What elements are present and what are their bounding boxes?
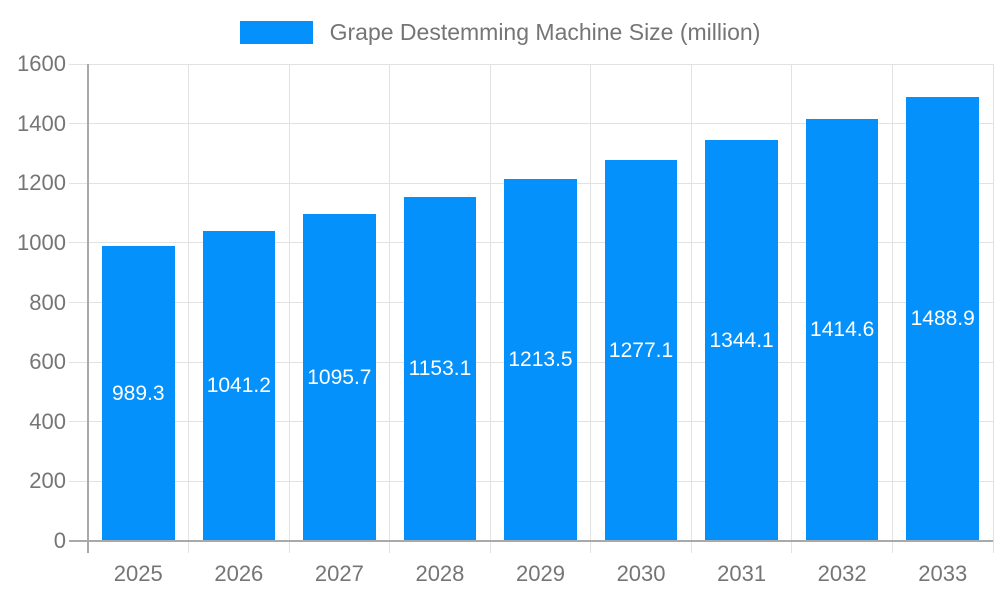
bar-value-label: 1041.2 [206,373,271,397]
bar-value-label: 1277.1 [608,338,674,362]
y-gridline [69,123,993,125]
x-tick-label: 2031 [717,561,767,586]
y-tick-label: 1400 [17,110,66,136]
x-gridline [791,64,793,553]
bar [906,97,979,541]
bar [604,160,678,541]
bar-value-label: 1344.1 [709,328,774,352]
y-tick-label: 1200 [17,170,66,196]
x-gridline [590,64,592,553]
x-gridline [690,64,692,553]
x-tick-label: 2025 [113,561,163,586]
bar [705,140,778,541]
bar-value-label: 989.3 [111,381,165,405]
x-gridline [188,64,190,553]
x-gridline [891,64,893,553]
bar-value-label: 1488.9 [910,307,975,331]
legend: Grape Destemming Machine Size (million) [0,14,1000,50]
x-tick-label: 2033 [918,561,968,586]
bar-value-label: 1095.7 [307,365,372,389]
y-tick-label: 0 [53,528,66,553]
y-tick-label: 400 [29,408,66,434]
x-gridline [489,64,491,553]
bar [102,246,175,541]
y-tick-label: 200 [29,468,66,494]
x-axis-line [69,540,993,542]
bar [805,119,879,541]
x-gridline [389,64,391,553]
bar [504,179,577,541]
y-tick-label: 1600 [17,51,66,76]
bar-value-label: 1153.1 [408,357,472,381]
y-axis-line [87,64,89,553]
x-tick-label: 2032 [817,561,867,586]
x-tick-label: 2027 [314,561,364,586]
legend-label: Grape Destemming Machine Size (million) [329,18,761,45]
x-tick-label: 2026 [214,561,264,586]
y-tick-label: 1000 [17,229,66,255]
y-gridline [69,63,993,65]
bar-value-label: 1414.6 [810,318,875,342]
legend-swatch-icon [239,20,313,44]
x-tick-label: 2029 [516,561,565,586]
x-gridline [992,64,994,553]
bar [303,214,376,541]
y-tick-label: 600 [29,349,66,375]
bar [202,230,276,541]
legend-item[interactable]: Grape Destemming Machine Size (million) [239,18,761,46]
y-tick-label: 800 [29,289,66,315]
x-tick-label: 2028 [415,561,465,586]
bar [403,197,477,541]
x-gridline [288,64,290,553]
bar-value-label: 1213.5 [508,348,573,372]
x-tick-label: 2030 [616,561,666,586]
